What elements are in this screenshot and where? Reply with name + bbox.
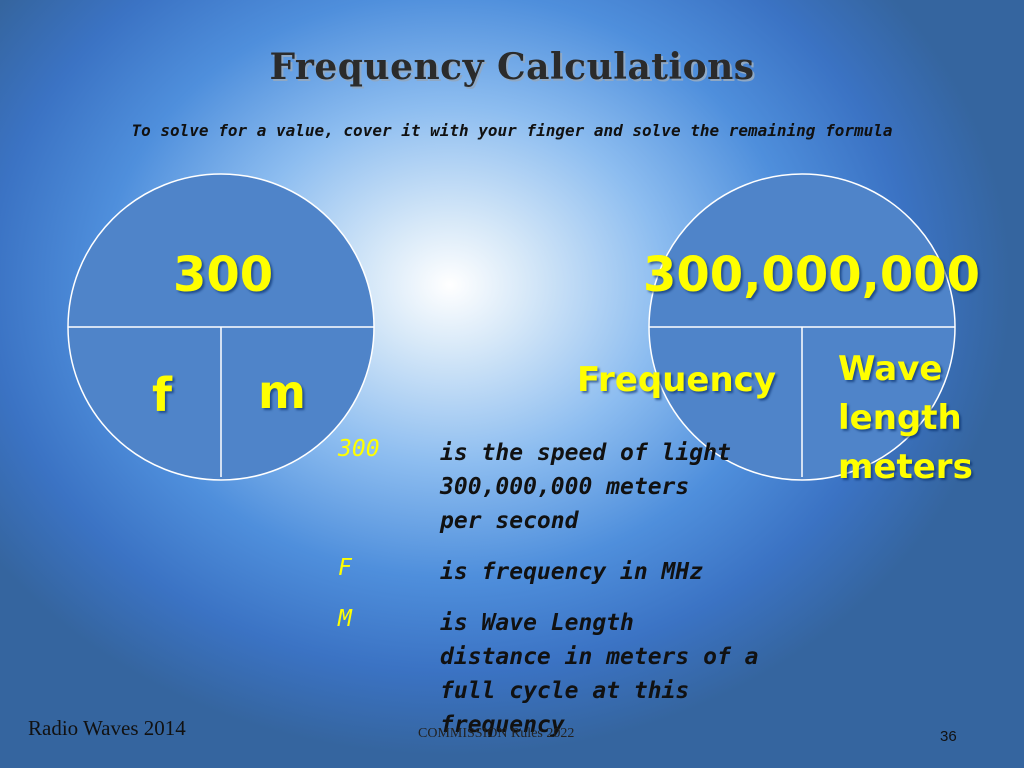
legend-symbol-300: 300: [338, 436, 380, 462]
slide-subtitle: To solve for a value, cover it with your…: [131, 121, 893, 140]
legend-300-line-1: is the speed of light: [440, 440, 731, 466]
right-circle-wavelength-meters: Wave length meters: [838, 345, 973, 492]
legend-text-f: is frequency in MHz: [440, 555, 703, 589]
slide-title: Frequency Calculations: [269, 46, 755, 88]
footer-center-text: COMMISSION Rules 2022: [418, 726, 575, 741]
left-formula-circle: [67, 173, 375, 481]
legend-symbol-m: M: [338, 606, 352, 632]
legend-m-line-3: full cycle at this: [440, 678, 690, 704]
legend-300-line-3: per second: [440, 508, 579, 534]
right-formula-circle: [648, 173, 956, 481]
legend-300-line-2: 300,000,000 meters: [440, 474, 690, 500]
legend-f-line-1: is frequency in MHz: [440, 559, 704, 585]
wave-line: Wave: [838, 349, 943, 389]
legend-symbol-f: F: [338, 555, 352, 581]
left-circle-f: f: [152, 368, 173, 422]
meters-line: meters: [838, 447, 973, 487]
right-circle-frequency: Frequency: [577, 360, 777, 400]
legend-text-m: is Wave Length distance in meters of a f…: [440, 606, 759, 742]
left-circle-top-value: 300: [173, 247, 274, 303]
right-circle-top-value: 300,000,000: [643, 247, 981, 303]
page-number: 36: [940, 728, 957, 745]
length-line: length: [838, 398, 962, 438]
legend-text-300: is the speed of light 300,000,000 meters…: [440, 436, 731, 538]
legend-m-line-4: frequency: [440, 712, 565, 738]
legend-m-line-1: is Wave Length: [440, 610, 634, 636]
legend-m-line-2: distance in meters of a: [440, 644, 759, 670]
footer-left-text: Radio Waves 2014: [28, 716, 186, 740]
left-circle-m: m: [258, 365, 306, 419]
